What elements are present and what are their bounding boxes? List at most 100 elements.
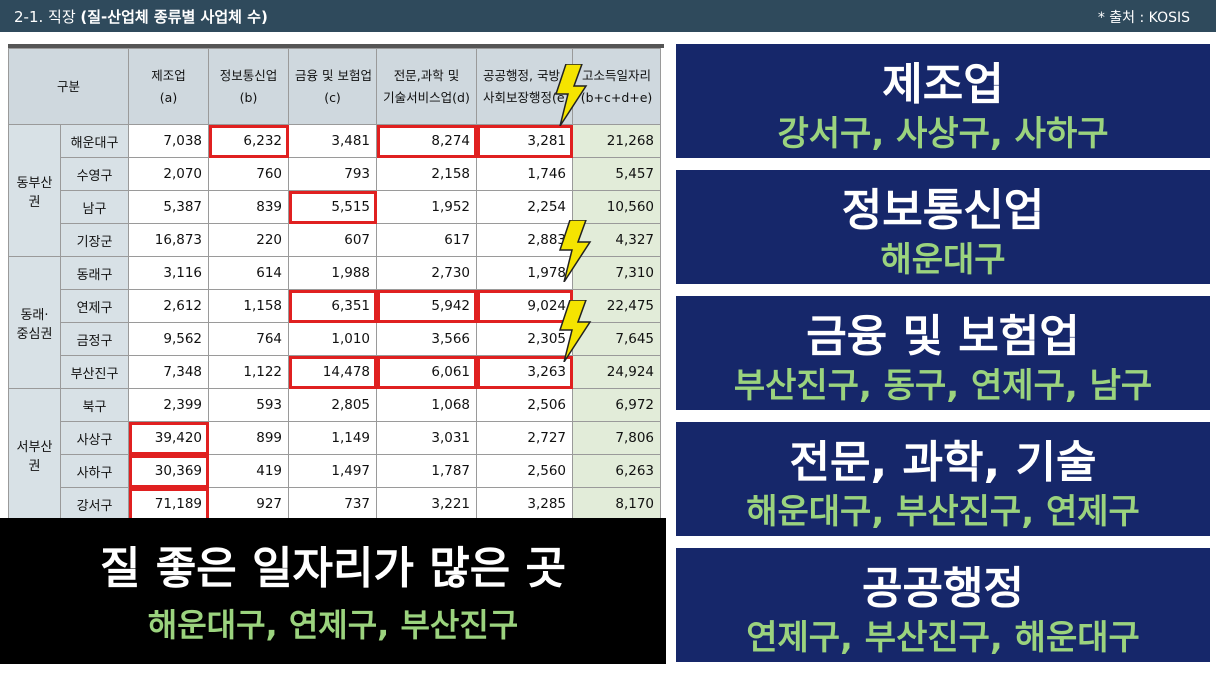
value-cell: 1,746 (476, 157, 574, 191)
statistics-table-container: 구분 제조업 (a) 정보통신업 (b) 금융 및 보험업 (c) 전문,과학 및 기술… (7, 44, 664, 522)
value-cell: 1,122 (208, 355, 290, 389)
slide-title: 2-1. 직장 (질-산업체 종류별 사업체 수) (14, 6, 268, 27)
watermark (300, 278, 317, 334)
value-cell: 2,730 (376, 256, 478, 290)
value-cell: 839 (208, 190, 290, 224)
region-group-cell: 동부산권 (8, 124, 61, 257)
value-cell: 793 (288, 157, 378, 191)
value-cell: 764 (208, 322, 290, 356)
column-header: 제조업 (a) (128, 48, 210, 125)
value-cell: 22,475 (572, 289, 662, 323)
table-header-row: 구분 제조업 (a) 정보통신업 (b) 금융 및 보험업 (c) 전문,과학 및 기술… (7, 48, 662, 125)
region-group-cell: 서부산권 (8, 388, 61, 521)
district-label-cell: 북구 (59, 388, 130, 422)
card-industry: 전문, 과학, 기술 (789, 437, 1097, 488)
column-header: 고소득일자리 (b+c+d+e) (572, 48, 662, 125)
district-label-cell: 남구 (59, 190, 130, 224)
value-cell: 2,399 (128, 388, 210, 422)
top-bar: 2-1. 직장 (질-산업체 종류별 사업체 수) * 출처 : KOSIS (0, 0, 1216, 32)
table-row: 동부산권 해운대구 7,038 6,232 3,481 8,274 3,281 21,268 (8, 124, 662, 257)
value-cell: 2,612 (128, 289, 210, 323)
industry-card-professional: 전문, 과학, 기술 해운대구, 부산진구, 연제구 (676, 422, 1210, 536)
value-cell: 2,070 (128, 157, 210, 191)
card-districts: 강서구, 사상구, 사하구 (777, 114, 1109, 154)
value-cell: 7,806 (572, 421, 662, 455)
value-cell: 5,942 (376, 289, 478, 323)
column-header: 정보통신업 (b) (208, 48, 290, 125)
industry-count-table: 구분 제조업 (a) 정보통신업 (b) 금융 및 보험업 (c) 전문,과학 및 기술… (7, 48, 662, 521)
district-label-cell: 해운대구 (59, 124, 130, 158)
column-header: 금융 및 보험업 (c) (288, 48, 378, 125)
card-industry: 제조업 (882, 59, 1004, 110)
corner-header: 구분 (7, 48, 130, 125)
value-cell: 3,481 (288, 124, 378, 158)
value-cell: 5,457 (572, 157, 662, 191)
value-cell: 9,024 (476, 289, 574, 323)
value-cell: 3,566 (376, 322, 478, 356)
value-cell: 8,170 (572, 487, 662, 521)
lightning-bolt-icon (558, 220, 592, 282)
value-cell: 3,221 (376, 487, 478, 521)
value-cell: 6,351 (288, 289, 378, 323)
value-cell: 927 (208, 487, 290, 521)
table-row: 남구 5,387 839 5,515 1,952 2,254 10,560 (9, 190, 662, 224)
value-cell: 30,369 (128, 454, 210, 488)
card-districts: 해운대구 (880, 240, 1006, 280)
card-districts: 연제구, 부산진구, 해운대구 (746, 618, 1140, 658)
section-number: 2-1. 직장 (14, 8, 81, 26)
value-cell: 1,497 (288, 454, 378, 488)
value-cell: 10,560 (572, 190, 662, 224)
summary-districts: 해운대구, 연제구, 부산진구 (147, 606, 519, 644)
value-cell: 3,116 (128, 256, 210, 290)
value-cell: 2,305 (476, 322, 574, 356)
table-row: 사하구 30,369 419 1,497 1,787 2,560 6,263 (9, 454, 662, 488)
value-cell: 3,281 (476, 124, 574, 158)
card-industry: 금융 및 보험업 (806, 311, 1080, 362)
value-cell: 2,805 (288, 388, 378, 422)
value-cell: 760 (208, 157, 290, 191)
table-row: 기장군 16,873 220 607 617 2,883 4,327 (9, 223, 662, 257)
value-cell: 6,232 (208, 124, 290, 158)
value-cell: 419 (208, 454, 290, 488)
card-districts: 해운대구, 부산진구, 연제구 (746, 492, 1140, 532)
district-label-cell: 기장군 (59, 223, 130, 257)
value-cell: 71,189 (128, 487, 210, 521)
section-title: (질-산업체 종류별 사업체 수) (80, 8, 268, 26)
table-row: 부산진구 7,348 1,122 14,478 6,061 3,263 24,924 (9, 355, 662, 389)
value-cell: 6,972 (572, 388, 662, 422)
value-cell: 14,478 (288, 355, 378, 389)
industry-card-public-admin: 공공행정 연제구, 부산진구, 해운대구 (676, 548, 1210, 662)
card-districts: 부산진구, 동구, 연제구, 남구 (733, 366, 1153, 406)
district-label-cell: 강서구 (59, 487, 130, 521)
district-label-cell: 사하구 (59, 454, 130, 488)
card-industry: 정보통신업 (841, 185, 1045, 236)
value-cell: 7,310 (572, 256, 662, 290)
value-cell: 617 (376, 223, 478, 257)
value-cell: 39,420 (128, 421, 210, 455)
summary-headline: 질 좋은 일자리가 많은 곳 (99, 543, 567, 594)
value-cell: 3,285 (476, 487, 574, 521)
value-cell: 899 (208, 421, 290, 455)
table-row: 동래· 중심권 동래구 3,116 614 1,988 2,730 1,978 7,310 (8, 256, 662, 389)
value-cell: 220 (208, 223, 290, 257)
value-cell: 2,560 (476, 454, 574, 488)
column-header: 전문,과학 및 기술서비스업(d) (376, 48, 478, 125)
value-cell: 8,274 (376, 124, 478, 158)
value-cell: 2,254 (476, 190, 574, 224)
value-cell: 3,031 (376, 421, 478, 455)
lightning-bolt-icon (558, 300, 592, 362)
district-label-cell: 부산진구 (59, 355, 130, 389)
value-cell: 5,515 (288, 190, 378, 224)
value-cell: 7,348 (128, 355, 210, 389)
table-row: 수영구 2,070 760 793 2,158 1,746 5,457 (9, 157, 662, 191)
value-cell: 1,787 (376, 454, 478, 488)
table-row: 연제구 2,612 1,158 6,351 5,942 9,024 22,475 (9, 289, 662, 323)
industry-card-ict: 정보통신업 해운대구 (676, 170, 1210, 284)
table-row: 금정구 9,562 764 1,010 3,566 2,305 7,645 (9, 322, 662, 356)
district-label-cell: 사상구 (59, 421, 130, 455)
table-row: 사상구 39,420 899 1,149 3,031 2,727 7,806 (9, 421, 662, 455)
value-cell: 1,068 (376, 388, 478, 422)
value-cell: 1,158 (208, 289, 290, 323)
value-cell: 7,038 (128, 124, 210, 158)
value-cell: 1,149 (288, 421, 378, 455)
